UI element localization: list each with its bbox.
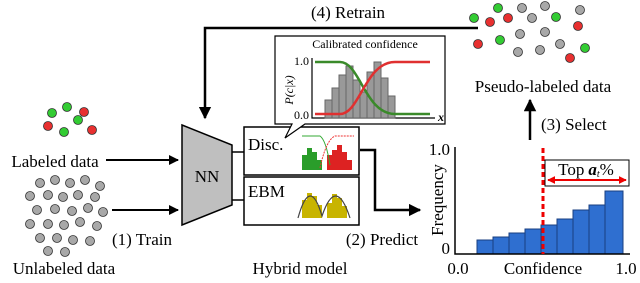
data-point bbox=[59, 220, 69, 230]
data-point bbox=[517, 3, 527, 13]
pseudo-label: Pseudo-labeled data bbox=[475, 77, 612, 96]
data-point bbox=[79, 107, 89, 117]
data-point bbox=[527, 13, 537, 23]
data-point bbox=[551, 12, 561, 22]
data-point bbox=[515, 29, 525, 39]
data-point bbox=[85, 236, 95, 246]
inset-title: Calibrated confidence bbox=[312, 37, 418, 51]
data-point bbox=[60, 247, 70, 257]
data-point bbox=[47, 108, 57, 118]
inset-plot bbox=[311, 58, 435, 119]
inset-ytick: 1.0 bbox=[294, 54, 309, 68]
dots bbox=[25, 1, 590, 257]
nn-block bbox=[181, 123, 233, 227]
data-point bbox=[513, 47, 523, 57]
retrain-arrow bbox=[198, 26, 478, 120]
x-tick-label: 1.0 bbox=[615, 259, 636, 278]
predict-label: (2) Predict bbox=[346, 230, 419, 249]
data-point bbox=[50, 204, 60, 214]
data-point bbox=[73, 190, 83, 200]
y-tick-label: 1.0 bbox=[429, 140, 450, 159]
x-axis-label: Confidence bbox=[504, 259, 582, 278]
data-point bbox=[573, 21, 583, 31]
select-label: (3) Select bbox=[541, 115, 607, 134]
data-point bbox=[43, 190, 53, 200]
predict-arrow bbox=[360, 148, 422, 217]
data-point bbox=[98, 207, 108, 217]
data-point bbox=[80, 175, 90, 185]
data-point bbox=[575, 5, 585, 15]
data-point bbox=[43, 121, 53, 131]
disc-icon bbox=[302, 135, 354, 170]
data-point bbox=[50, 175, 60, 185]
data-point bbox=[493, 3, 503, 13]
data-point bbox=[65, 178, 75, 188]
data-point bbox=[469, 13, 479, 23]
data-point bbox=[52, 233, 62, 243]
inset-xlabel: x bbox=[437, 110, 444, 124]
data-point bbox=[87, 125, 97, 135]
data-point bbox=[555, 39, 565, 49]
inset-ylabel: P(c|x) bbox=[282, 75, 296, 105]
histogram bbox=[454, 147, 630, 255]
labeled-label: Labeled data bbox=[11, 152, 99, 171]
connector bbox=[232, 151, 244, 201]
data-point bbox=[485, 17, 495, 27]
disc-label: Disc. bbox=[248, 135, 283, 154]
data-point bbox=[58, 192, 68, 202]
data-point bbox=[92, 221, 102, 231]
data-point bbox=[43, 246, 53, 256]
data-point bbox=[73, 115, 83, 125]
nn-label: NN bbox=[195, 167, 220, 186]
unlabeled-label: Unlabeled data bbox=[13, 259, 116, 278]
data-point bbox=[62, 102, 72, 112]
data-point bbox=[90, 192, 100, 202]
data-point bbox=[95, 181, 105, 191]
data-point bbox=[75, 217, 85, 227]
y-tick-label: 0 bbox=[442, 239, 451, 258]
data-point bbox=[540, 27, 550, 37]
data-point bbox=[580, 43, 590, 53]
data-point bbox=[540, 1, 550, 11]
data-point bbox=[535, 45, 545, 55]
data-point bbox=[25, 191, 35, 201]
model-caption: Hybrid model bbox=[253, 259, 348, 278]
y-axis-label: Frequency bbox=[428, 164, 447, 236]
x-tick-label: 0.0 bbox=[447, 259, 468, 278]
data-point bbox=[68, 235, 78, 245]
data-point bbox=[59, 127, 69, 137]
data-point bbox=[32, 205, 42, 215]
data-point bbox=[35, 178, 45, 188]
threshold-label: Top at% bbox=[558, 160, 614, 180]
data-point bbox=[83, 203, 93, 213]
data-point bbox=[503, 13, 513, 23]
inset-ytick: 0.0 bbox=[294, 108, 309, 122]
data-point bbox=[495, 35, 505, 45]
data-point bbox=[67, 206, 77, 216]
train-label: (1) Train bbox=[112, 230, 172, 249]
ebm-icon bbox=[297, 193, 351, 219]
data-point bbox=[473, 39, 483, 49]
data-point bbox=[43, 219, 53, 229]
data-point bbox=[25, 219, 35, 229]
retrain-label: (4) Retrain bbox=[311, 3, 386, 22]
ebm-label: EBM bbox=[248, 182, 285, 201]
data-point bbox=[565, 53, 575, 63]
data-point bbox=[35, 233, 45, 243]
